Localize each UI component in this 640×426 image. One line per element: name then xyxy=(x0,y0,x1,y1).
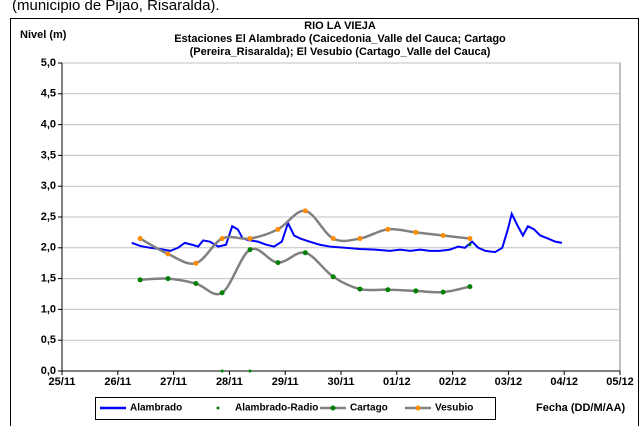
data-point xyxy=(219,236,225,242)
data-point xyxy=(330,274,336,280)
data-point xyxy=(193,260,199,266)
x-tick-label: 25/11 xyxy=(49,376,76,388)
data-point xyxy=(330,236,336,242)
y-tick-label: 3,0 xyxy=(41,180,56,192)
data-point xyxy=(413,288,419,294)
chart-title: RIO LA VIEJA xyxy=(304,20,376,32)
y-tick-label: 1,5 xyxy=(41,273,56,285)
data-point xyxy=(357,286,363,292)
data-point xyxy=(385,287,391,293)
x-tick-label: 30/11 xyxy=(328,376,355,388)
data-point xyxy=(440,232,446,238)
data-point xyxy=(302,250,308,256)
data-point xyxy=(385,226,391,232)
data-point xyxy=(275,226,281,232)
x-tick-label: 04/12 xyxy=(550,376,578,388)
x-tick-label: 03/12 xyxy=(495,376,523,388)
data-point xyxy=(165,276,171,282)
y-tick-label: 4,5 xyxy=(41,88,56,100)
data-point xyxy=(247,247,253,253)
legend-marker xyxy=(415,405,421,411)
data-point xyxy=(137,277,143,283)
y-tick-label: 2,0 xyxy=(41,242,56,254)
chart-title: (Pereira_Risaralda); El Vesubio (Cartago… xyxy=(190,46,491,58)
data-point xyxy=(302,208,308,214)
legend-marker xyxy=(330,405,336,411)
legend-marker xyxy=(216,406,220,410)
x-tick-label: 26/11 xyxy=(104,376,131,388)
data-point xyxy=(137,236,143,242)
x-axis-label: Fecha (DD/M/AA) xyxy=(536,402,626,414)
y-tick-label: 5,0 xyxy=(41,57,56,69)
header-text: (municipio de Pijao, Risaralda). xyxy=(12,0,220,14)
data-point xyxy=(193,281,199,287)
chart-frame xyxy=(10,18,639,426)
data-point xyxy=(219,290,225,296)
data-point xyxy=(413,229,419,235)
legend-label: Vesubio xyxy=(435,403,473,414)
series-line xyxy=(131,211,563,254)
data-point xyxy=(220,369,224,373)
x-tick-label: 29/11 xyxy=(272,376,299,388)
data-point xyxy=(468,243,472,247)
data-point xyxy=(357,236,363,242)
y-tick-label: 2,5 xyxy=(41,211,56,223)
legend-label: Alambrado-Radio xyxy=(235,403,318,414)
legend xyxy=(95,397,496,420)
y-tick-label: 3,5 xyxy=(41,149,56,161)
data-point xyxy=(247,236,253,242)
x-tick-label: 05/12 xyxy=(606,376,634,388)
x-tick-label: 02/12 xyxy=(439,376,467,388)
legend-label: Alambrado xyxy=(130,403,182,414)
data-point xyxy=(165,251,171,257)
y-tick-label: 4,0 xyxy=(41,119,56,131)
y-tick-label: 0,0 xyxy=(41,365,56,377)
y-tick-label: 1,0 xyxy=(41,303,56,315)
data-point xyxy=(467,236,473,242)
legend-label: Cartago xyxy=(350,403,388,414)
data-point xyxy=(440,289,446,295)
chart-title: Estaciones El Alambrado (Caicedonia_Vall… xyxy=(174,33,506,45)
data-point xyxy=(467,284,473,290)
data-point xyxy=(275,260,281,266)
x-tick-label: 27/11 xyxy=(160,376,187,388)
y-axis-label: Nivel (m) xyxy=(20,29,67,41)
x-tick-label: 28/11 xyxy=(216,376,243,388)
data-point xyxy=(248,369,252,373)
x-tick-label: 01/12 xyxy=(383,376,411,388)
y-tick-label: 0,5 xyxy=(41,334,56,346)
